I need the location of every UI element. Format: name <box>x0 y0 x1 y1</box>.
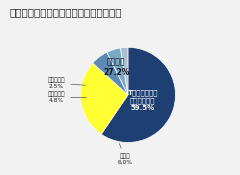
Wedge shape <box>101 47 175 142</box>
Text: ネグリジェ
2.5%: ネグリジェ 2.5% <box>48 78 85 89</box>
Text: Tシャツと動き
やすいパンツ
59.5%: Tシャツと動き やすいパンツ 59.5% <box>127 90 158 111</box>
Wedge shape <box>80 63 128 134</box>
Text: スウェット
4.8%: スウェット 4.8% <box>48 92 87 103</box>
Text: パジャマ
27.2%: パジャマ 27.2% <box>103 58 130 77</box>
Wedge shape <box>120 47 128 95</box>
Wedge shape <box>107 48 128 95</box>
Text: その他
6.0%: その他 6.0% <box>118 144 133 165</box>
Text: 普段、就寝時は何を着用していますか？: 普段、就寝時は何を着用していますか？ <box>10 7 122 17</box>
Wedge shape <box>93 52 128 95</box>
